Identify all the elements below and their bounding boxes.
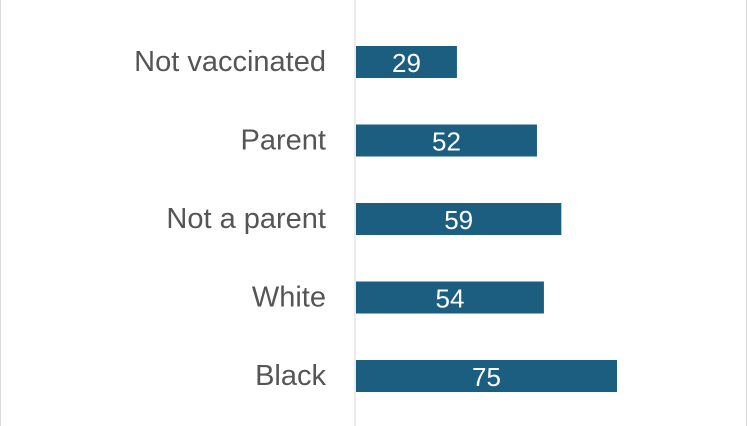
category-label: Not a parent (166, 203, 326, 235)
category-label: Parent (241, 125, 326, 157)
bar (356, 203, 562, 235)
bar (356, 46, 457, 78)
value-label: 52 (432, 127, 461, 157)
bar (356, 124, 537, 157)
value-label: 54 (435, 284, 464, 314)
value-label: 59 (444, 205, 473, 235)
bars-layer: Not vaccinated 29 Parent 52 Not a parent 59 Wh… (134, 46, 617, 392)
value-label: 29 (392, 48, 421, 78)
category-label: Black (255, 360, 326, 392)
value-label: 75 (472, 362, 501, 392)
bar (356, 281, 544, 314)
category-label: White (252, 282, 326, 314)
bar (356, 360, 617, 392)
category-label: Not vaccinated (134, 46, 326, 78)
